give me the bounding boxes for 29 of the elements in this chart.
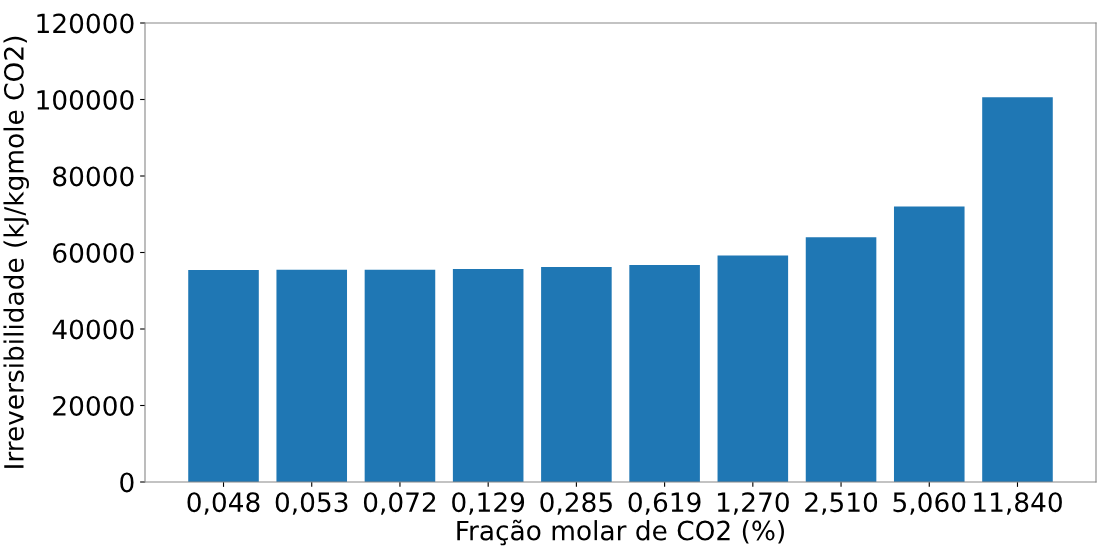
y-tick-label: 0 <box>120 472 134 493</box>
y-tick-label: 120000 <box>37 13 134 34</box>
bar <box>805 237 877 482</box>
bar <box>541 267 612 482</box>
x-tick-label: 0,053 <box>275 492 348 515</box>
y-tick-label: 80000 <box>53 166 134 187</box>
x-tick-label: 0,285 <box>540 492 612 515</box>
bar <box>982 97 1053 482</box>
x-tick-label: 2,510 <box>805 492 878 515</box>
y-axis-title: Irreversibilidade (kJ/kgmole CO2) <box>3 36 29 468</box>
x-tick-label: 0,072 <box>363 492 436 515</box>
x-tick-label: 0,129 <box>452 492 525 515</box>
bar <box>893 206 965 482</box>
x-tick-label: 11,840 <box>974 492 1062 515</box>
y-tick-label: 20000 <box>53 395 134 416</box>
y-tick-label: 60000 <box>53 242 134 263</box>
x-tick-label: 0,048 <box>187 492 260 515</box>
x-tick-label: 5,060 <box>893 492 966 515</box>
y-tick-label: 40000 <box>52 319 134 340</box>
x-axis-title: Fração molar de CO2 (%) <box>457 519 784 546</box>
x-tick-label: 1,270 <box>717 492 789 515</box>
bar <box>188 270 259 482</box>
bar <box>276 269 348 482</box>
bar <box>364 269 436 482</box>
x-tick-label: 0,619 <box>628 492 701 515</box>
bar <box>717 255 789 482</box>
bar <box>629 265 700 482</box>
bar <box>452 268 524 482</box>
y-tick-label: 100000 <box>37 89 134 110</box>
